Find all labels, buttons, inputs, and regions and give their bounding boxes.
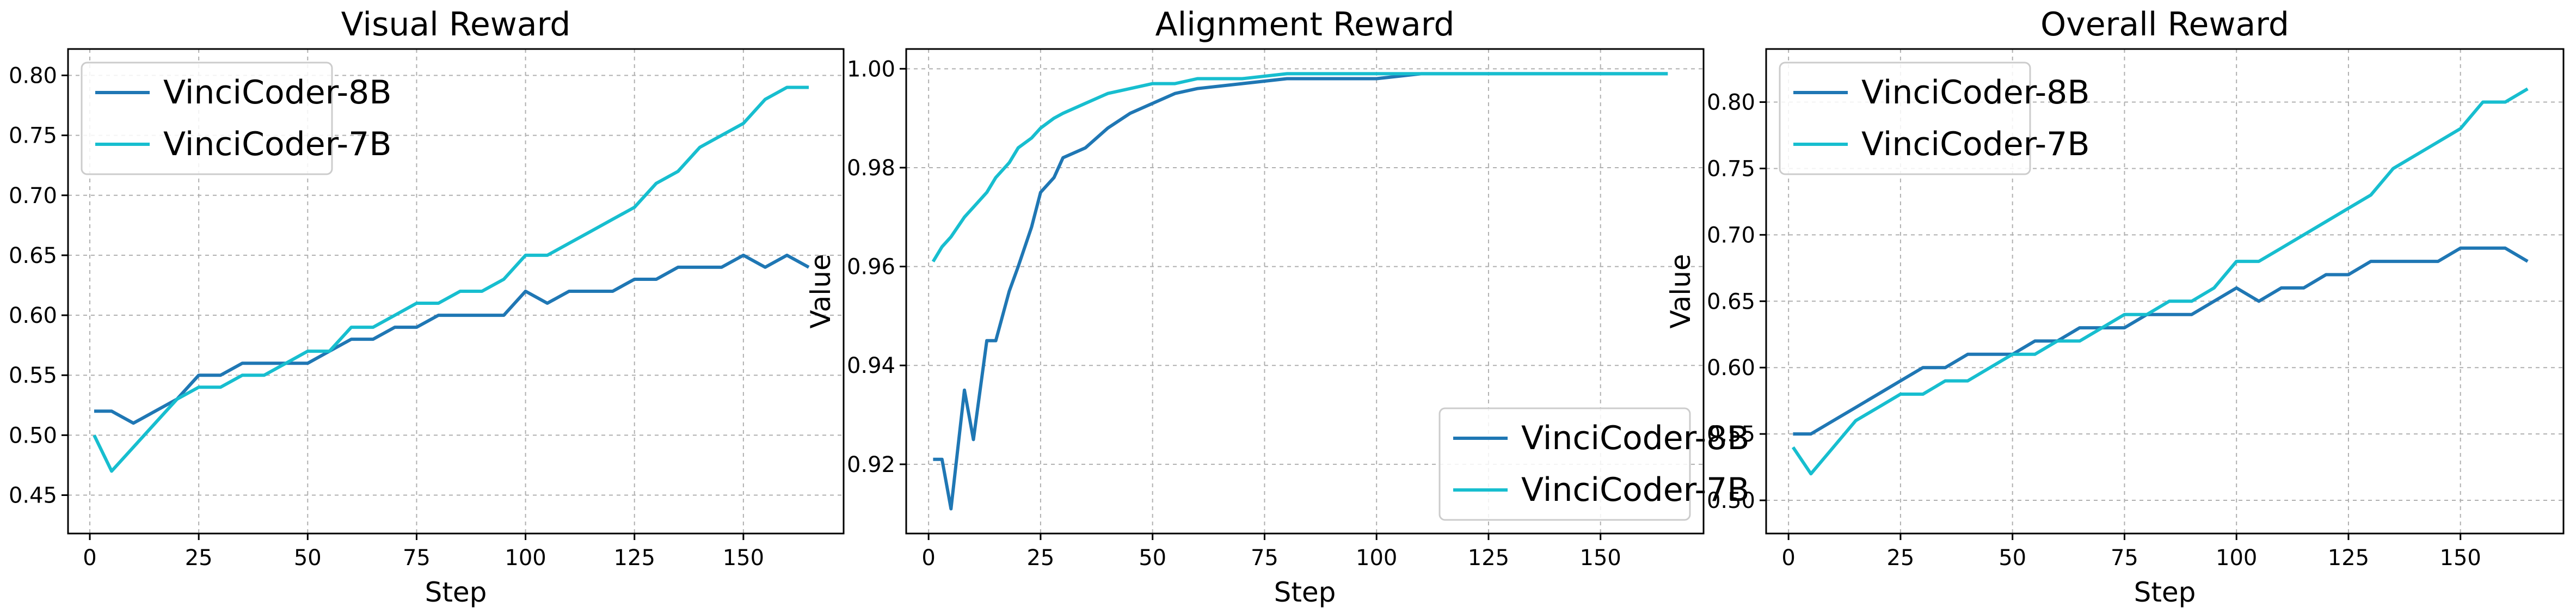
legend: VinciCoder-8B VinciCoder-7B <box>1779 62 2090 175</box>
legend: VinciCoder-8B VinciCoder-7B <box>1438 407 1750 521</box>
x-tick-label: 125 <box>614 545 655 571</box>
y-tick-label: 0.45 <box>9 483 57 508</box>
x-tick-label: 100 <box>1356 545 1397 571</box>
x-tick-label: 0 <box>83 545 96 571</box>
chart-title: Overall Reward <box>2040 5 2289 44</box>
x-tick-label: 100 <box>2216 545 2257 571</box>
y-tick-label: 0.55 <box>9 363 57 388</box>
x-tick-label: 75 <box>1251 545 1278 571</box>
y-tick-label: 0.94 <box>847 353 895 378</box>
y-tick-label: 0.92 <box>847 452 895 477</box>
x-axis-label: Step <box>425 577 487 608</box>
y-tick-label: 0.70 <box>9 183 57 209</box>
x-tick-label: 50 <box>294 545 322 571</box>
x-tick-label: 150 <box>2440 545 2481 571</box>
y-tick-label: 0.60 <box>1707 355 1755 381</box>
y-tick-label: 0.65 <box>1707 289 1755 314</box>
legend-entry-label: VinciCoder-8B <box>1521 419 1750 457</box>
y-tick-label: 0.50 <box>9 423 57 448</box>
legend-entry-label: VinciCoder-7B <box>1521 471 1750 509</box>
y-tick-label: 0.75 <box>9 124 57 149</box>
y-tick-label: 0.96 <box>847 255 895 280</box>
series-line-2 <box>93 85 809 473</box>
legend: VinciCoder-8B VinciCoder-7B <box>81 62 392 175</box>
x-tick-label: 0 <box>921 545 935 571</box>
legend-box <box>1438 407 1691 521</box>
series-line-2 <box>931 72 1668 263</box>
y-axis-label: Value <box>805 254 837 328</box>
y-tick-label: 0.70 <box>1707 223 1755 248</box>
y-tick-label: 1.00 <box>847 57 895 82</box>
plot-frame <box>905 48 1705 535</box>
legend-entry-label: VinciCoder-7B <box>1861 125 2090 163</box>
x-tick-label: 125 <box>2328 545 2369 571</box>
y-tick-label: 0.98 <box>847 156 895 181</box>
x-tick-label: 25 <box>185 545 213 571</box>
x-tick-label: 25 <box>1886 545 1914 571</box>
x-tick-label: 100 <box>505 545 546 571</box>
legend-entry-label: VinciCoder-7B <box>163 125 392 163</box>
plot-frame <box>1765 48 2565 535</box>
x-tick-label: 75 <box>403 545 431 571</box>
x-tick-label: 150 <box>723 545 764 571</box>
x-tick-label: 25 <box>1026 545 1054 571</box>
y-tick-label: 0.60 <box>9 303 57 328</box>
y-tick-label: 0.50 <box>1707 488 1755 513</box>
x-tick-label: 125 <box>1468 545 1509 571</box>
y-axis-label: Value <box>1665 254 1696 328</box>
chart-panel-3: 0 25 50 75 100 125 150 0.50 0.55 0.60 0.65 0.70 0.75… <box>1665 5 2565 608</box>
plot-frame <box>67 48 845 535</box>
chart-title: Visual Reward <box>341 5 571 44</box>
chart-title: Alignment Reward <box>1155 5 1455 44</box>
x-axis-label: Step <box>1274 577 1336 608</box>
y-tick-label: 0.55 <box>1707 422 1755 447</box>
x-axis-label: Step <box>2134 577 2196 608</box>
x-tick-label: 75 <box>2111 545 2138 571</box>
y-tick-label: 0.75 <box>1707 156 1755 181</box>
legend-box <box>81 62 333 175</box>
chart-panel-2: 0 25 50 75 100 125 150 0.92 0.94 0.96 0.98 1.00 Alig… <box>805 5 1750 608</box>
y-tick-label: 0.80 <box>1707 90 1755 115</box>
y-tick-label: 0.65 <box>9 243 57 268</box>
legend-box <box>1779 62 2031 175</box>
x-tick-label: 0 <box>1781 545 1795 571</box>
y-tick-label: 0.80 <box>9 63 57 88</box>
chart-panel-1: 0 25 50 75 100 125 150 0.45 0.50 0.55 0.60 0.65 0.70… <box>9 5 845 608</box>
series-line-2 <box>1791 87 2529 476</box>
legend-entry-label: VinciCoder-8B <box>163 73 392 112</box>
legend-entry-label: VinciCoder-8B <box>1861 73 2090 112</box>
series-line-1 <box>94 253 810 425</box>
x-tick-label: 50 <box>1139 545 1166 571</box>
series-line-1 <box>1793 246 2529 436</box>
x-tick-label: 150 <box>1580 545 1621 571</box>
x-tick-label: 50 <box>1999 545 2026 571</box>
